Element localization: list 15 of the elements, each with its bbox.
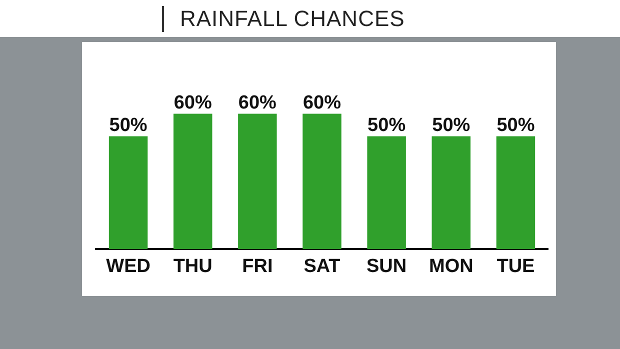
x-tick-label: FRI: [242, 256, 273, 277]
data-label: 60%: [174, 92, 212, 114]
x-tick-label: SUN: [366, 256, 407, 277]
data-label: 50%: [109, 115, 148, 136]
data-label: 50%: [368, 115, 406, 136]
data-label: 50%: [496, 115, 535, 136]
data-label: 60%: [238, 92, 277, 114]
x-tick-label: THU: [173, 256, 212, 277]
x-tick-label: SAT: [304, 256, 341, 277]
x-tick-label: MON: [428, 256, 474, 277]
data-label: 50%: [432, 115, 470, 136]
data-label: 60%: [302, 92, 342, 114]
x-tick-label: TUE: [496, 256, 535, 277]
chart-title: RAINFALL CHANCES: [180, 6, 405, 32]
x-tick-label: WED: [106, 256, 150, 277]
